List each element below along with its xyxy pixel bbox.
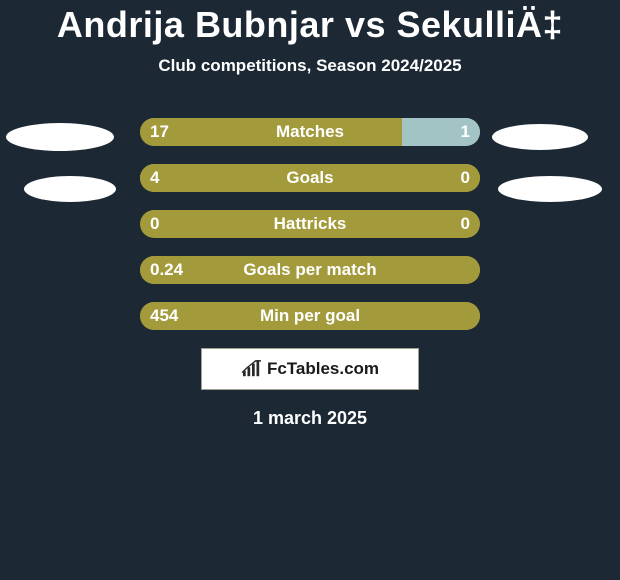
logo-text: FcTables.com (267, 359, 379, 379)
left-decorative-oval (6, 123, 114, 151)
bar-label: Goals per match (140, 256, 480, 284)
left-decorative-oval (24, 176, 116, 202)
date-label: 1 march 2025 (0, 408, 620, 429)
stat-row: Min per goal454 (0, 302, 620, 330)
stat-row: Goals per match0.24 (0, 256, 620, 284)
subtitle: Club competitions, Season 2024/2025 (0, 56, 620, 76)
bar-label: Hattricks (140, 210, 480, 238)
page-title: Andrija Bubnjar vs SekulliÄ‡ (0, 4, 620, 46)
bar-value-right: 0 (461, 210, 470, 238)
stat-rows: Matches171Goals40Hattricks00Goals per ma… (0, 118, 620, 330)
bar-label: Goals (140, 164, 480, 192)
comparison-infographic: Andrija Bubnjar vs SekulliÄ‡ Club compet… (0, 0, 620, 580)
bar-value-left: 4 (150, 164, 159, 192)
bar-value-right: 0 (461, 164, 470, 192)
stat-row: Hattricks0 0 (0, 210, 620, 238)
logo-box: FcTables.com (201, 348, 419, 390)
bar-value-left: 0 (150, 210, 159, 238)
bar-value-left: 454 (150, 302, 178, 330)
chart-icon (241, 360, 263, 378)
bar-label: Min per goal (140, 302, 480, 330)
right-decorative-oval (492, 124, 588, 150)
bar-value-right: 1 (461, 118, 470, 146)
right-decorative-oval (498, 176, 602, 202)
bar-value-left: 0.24 (150, 256, 183, 284)
bar-label: Matches (140, 118, 480, 146)
bar-value-left: 17 (150, 118, 169, 146)
